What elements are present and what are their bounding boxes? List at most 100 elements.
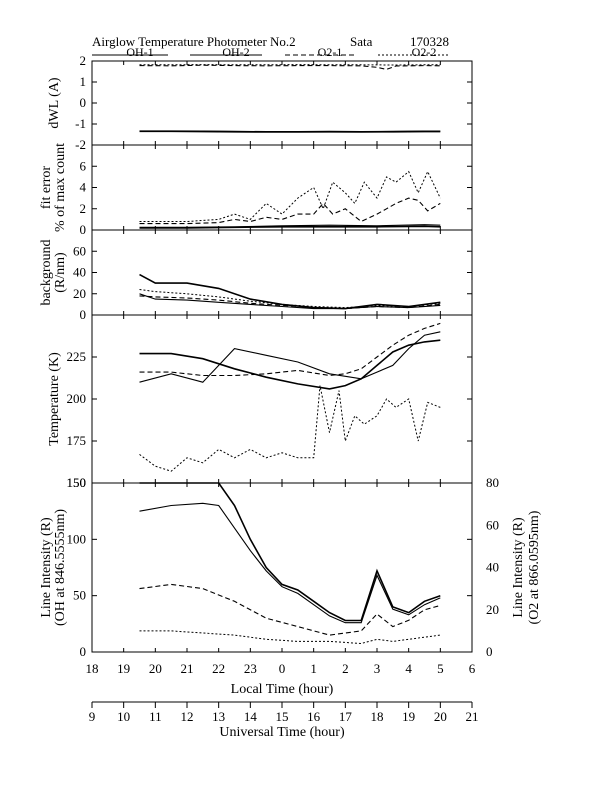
series-temperature-o2-1 [139,322,441,377]
y-right-tick-label-line_intensity: 0 [486,644,493,659]
y-tick-label-dwl: 2 [80,53,87,68]
y-axis-label-dwl: dWL (A) [47,77,62,129]
ut-tick-label: 13 [212,709,225,724]
panel-frame-temperature [91,314,473,484]
y-tick-label-fit_error: 6 [80,158,87,173]
local-time-tick-label: 21 [181,661,194,676]
local-time-tick-label: 23 [244,661,257,676]
y-right-tick-label-line_intensity: 40 [486,560,499,575]
series-fit_error-o2-1 [139,197,441,225]
y-tick-label-fit_error: 4 [80,180,87,195]
legend: OH-1 OH-2 O2-1 O2-2 [92,45,450,59]
y-tick-label-background: 60 [73,243,86,258]
universal-time-axis-label: Universal Time (hour) [219,725,345,740]
y-tick-label-temperature: 175 [67,433,87,448]
local-time-tick-label: 20 [149,661,162,676]
local-time-tick-label: 22 [212,661,225,676]
panel-temperature: 225 200 175 150 Temperature (K) [47,314,473,490]
ut-tick-label: 19 [402,709,415,724]
local-time-tick-label: 5 [437,661,444,676]
y-tick-label-background: 0 [80,307,87,322]
ut-tick-label: 10 [117,709,130,724]
y-axis-label-temperature: Temperature (K) [47,352,62,446]
ut-tick-label: 18 [371,709,384,724]
y-tick-label-dwl: 1 [80,74,87,89]
series-temperature-oh-2 [139,331,441,383]
local-time-tick-label: 3 [374,661,381,676]
series-line_intensity-oh-1 [139,482,441,622]
y-tick-label-temperature: 150 [67,475,87,490]
local-time-tick-label: 4 [405,661,412,676]
y-right-tick-label-line_intensity: 60 [486,517,499,532]
panel-frame-background [91,229,473,316]
ut-tick-label: 20 [434,709,447,724]
y-tick-label-line_intensity: 0 [80,644,87,659]
local-time-tick-label: 1 [310,661,317,676]
series-line_intensity-o2-2 [139,630,441,645]
ut-tick-label: 12 [181,709,194,724]
ut-tick-label: 17 [339,709,353,724]
panel-frame-fit_error [91,144,473,231]
ut-tick-label: 11 [149,709,162,724]
legend-label-oh-1: OH-1 [126,45,153,59]
series-dwl-oh-2 [139,130,441,133]
legend-label-oh-2: OH-2 [222,45,249,59]
y-tick-label-fit_error: 2 [80,201,87,216]
series-fit_error-o2-2 [139,170,441,222]
y-tick-label-dwl: 0 [80,95,87,110]
y-tick-label-background: 20 [73,286,86,301]
panel-background: 60 40 20 0 background (R/nm) [39,229,473,322]
local-time-axis: 18 19 20 21 22 23 0 1 2 3 4 5 6 [86,661,476,676]
y-tick-label-temperature: 225 [67,349,87,364]
y-axis-label-background: (R/nm) [53,252,68,293]
y-tick-label-background: 40 [73,265,86,280]
y-axis-label-background: background [39,239,54,305]
legend-label-o2-1: O2-1 [318,45,343,59]
y-axis-label-line_intensity: (OH at 846.5555nm) [53,509,68,626]
y-axis-label-fit_error: % of max count [53,143,68,232]
legend-label-o2-2: O2-2 [412,45,437,59]
ut-tick-label: 21 [466,709,479,724]
y-tick-label-line_intensity: 100 [67,531,87,546]
series-background-o2-1 [139,295,441,310]
local-time-axis-label: Local Time (hour) [231,682,334,697]
panel-dwl: 2 1 0 -1 -2 dWL (A) [47,53,473,152]
series-background-oh-1 [139,273,441,310]
series-fit_error-oh-2 [139,224,441,228]
y-tick-label-temperature: 200 [67,391,87,406]
local-time-tick-label: 19 [117,661,130,676]
date-label: 170328 [410,34,449,49]
local-time-tick-label: 18 [86,661,99,676]
local-time-tick-label: 2 [342,661,349,676]
local-time-tick-label: 6 [469,661,476,676]
y-right-tick-label-line_intensity: 20 [486,602,499,617]
series-line_intensity-oh-2 [139,502,441,624]
y-tick-label-line_intensity: 50 [73,588,86,603]
ut-tick-label: 15 [276,709,289,724]
panel-frame-line_intensity [91,482,473,653]
y-tick-label-line_intensity: 150 [67,475,87,490]
series-temperature-o2-2 [139,385,441,472]
y-axis-label-line_intensity: Line Intensity (R) [39,517,54,618]
y-right-axis-label-line_intensity: (O2 at 866.0595nm) [527,510,542,624]
series-fit_error-oh-1 [139,225,441,229]
chart-title: Airglow Temperature Photometer No.2 [92,34,296,49]
ut-tick-label: 16 [307,709,321,724]
series-dwl-o2-1 [139,64,441,70]
y-axis-label-fit_error: fit error [39,166,54,209]
ut-tick-label: 9 [89,709,96,724]
ut-tick-label: 14 [244,709,258,724]
series-temperature-oh-1 [139,339,441,390]
y-tick-label-dwl: -1 [75,116,86,131]
local-time-tick-label: 0 [279,661,286,676]
y-right-tick-label-line_intensity: 80 [486,475,499,490]
series-background-o2-2 [139,289,441,309]
universal-time-axis: 9 10 11 12 13 14 15 16 17 18 19 20 21 [89,701,479,724]
y-tick-label-dwl: -2 [75,137,86,152]
y-right-axis-label-line_intensity: Line Intensity (R) [511,517,526,618]
y-tick-label-fit_error: 0 [80,222,87,237]
